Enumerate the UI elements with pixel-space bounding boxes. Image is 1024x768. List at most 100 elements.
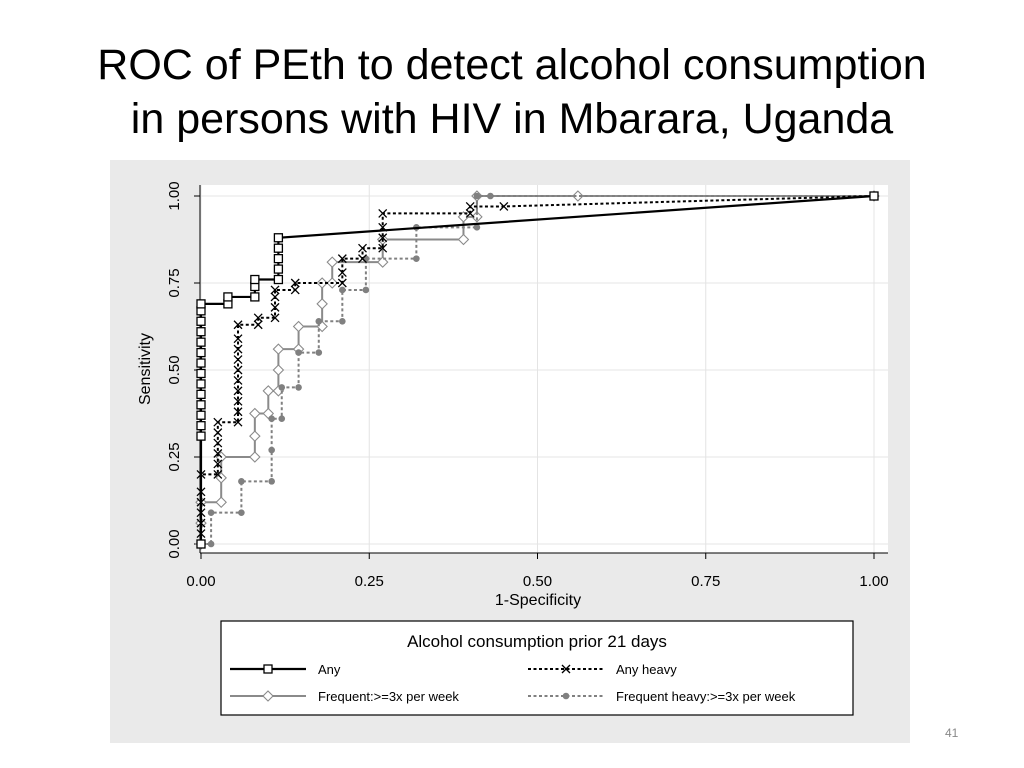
series-point-any-heavy-stroke [270, 313, 280, 323]
series-any [196, 191, 879, 549]
series-point-any-heavy-stroke [378, 233, 388, 243]
series-point-frequent-heavy [207, 540, 215, 548]
series-point-any-heavy [233, 355, 243, 365]
series-point-frequent-heavy [278, 384, 286, 391]
series-point-any-heavy [290, 278, 300, 288]
series-point-any-heavy [465, 201, 475, 211]
series-point-any [196, 316, 206, 326]
series-point-frequent-heavy [473, 192, 481, 200]
series-point-any-heavy [465, 208, 475, 218]
page-number: 41 [945, 726, 959, 740]
x-tick-group: 0.00 0.25 0.50 0.75 1.00 [186, 553, 889, 590]
series-point-any [273, 233, 284, 243]
series-point-frequent-heavy [362, 286, 370, 294]
series-point-any-heavy [337, 278, 347, 288]
legend-item-any: Any [230, 662, 341, 677]
legend-swatch-marker [562, 692, 570, 700]
series-point-any-heavy [233, 396, 243, 406]
legend-label: Any [318, 662, 341, 677]
series-point-any [196, 379, 206, 389]
series-point-any-heavy [270, 285, 280, 295]
series-point-frequent [249, 451, 261, 463]
series-point-any-heavy-stroke [499, 201, 509, 211]
y-tick-label: 0.25 [166, 442, 183, 471]
series-point-any-heavy [213, 428, 223, 438]
series-point-any [273, 274, 284, 285]
legend-swatch-marker-stroke [561, 664, 571, 674]
series-point-any-heavy-stroke [233, 334, 243, 344]
legend: Alcohol consumption prior 21 days Any Any… [220, 620, 854, 716]
series-point-any [250, 292, 260, 302]
y-tick-label: 0.00 [166, 529, 183, 558]
series-point-any-heavy-stroke [358, 254, 367, 264]
y-axis-title: Sensitivity [137, 333, 154, 405]
x-tick-label: 1.00 [859, 573, 888, 590]
series-point-any-heavy-stroke [378, 208, 388, 218]
series-point-any-heavy-stroke [233, 375, 243, 385]
series-point-any-heavy [499, 201, 509, 211]
series-point-frequent-heavy [362, 255, 370, 262]
series-point-any-heavy-stroke [337, 254, 347, 264]
series-point-any-heavy-stroke [270, 292, 280, 302]
slide-title: ROC of PEth to detect alcohol consumptio… [0, 38, 1024, 146]
series-point-any-heavy [233, 417, 243, 427]
series-point-any-heavy-stroke [253, 320, 263, 330]
series-point-any-heavy-stroke [213, 438, 223, 448]
legend-label: Frequent:>=3x per week [318, 689, 459, 704]
x-tick-label: 0.75 [691, 573, 720, 590]
series-point-frequent [215, 496, 227, 509]
legend-swatch-marker [262, 690, 274, 702]
series-point-frequent-heavy [295, 384, 302, 391]
series-point-any-heavy-stroke [233, 344, 243, 354]
series-point-any-heavy-stroke [337, 278, 347, 288]
roc-chart: 0.00 0.25 0.50 0.75 1.00 0.00 0.25 0.50 0.75 1.0… [137, 181, 889, 716]
series-point-any [273, 264, 284, 274]
series-point-frequent-heavy [268, 478, 275, 485]
series-point-frequent-heavy [473, 224, 481, 231]
series-point-any [196, 539, 206, 549]
series-point-frequent-heavy [238, 509, 245, 516]
x-tick-label: 0.00 [186, 573, 215, 590]
series-point-any [196, 358, 206, 368]
series-point-any-heavy-stroke [213, 417, 223, 427]
series-point-any-heavy [233, 344, 243, 354]
series-point-frequent [262, 385, 275, 397]
series-point-any [196, 337, 206, 347]
series-point-any-heavy [233, 375, 243, 385]
series-point-any-heavy-stroke [233, 396, 243, 406]
chart-panel: 0.00 0.25 0.50 0.75 1.00 0.00 0.25 0.50 0.75 1.0… [110, 160, 910, 743]
series-point-any-heavy-stroke [270, 302, 280, 312]
series-point-frequent-heavy [207, 509, 215, 516]
series-point-any-heavy-stroke [378, 243, 388, 253]
series-point-any-heavy-stroke [270, 285, 280, 295]
series-point-any [196, 431, 206, 441]
series-point-frequent-heavy [278, 415, 286, 423]
series-line-any-heavy [200, 195, 875, 544]
series-point-any-heavy [213, 417, 223, 427]
series-point-any [196, 410, 206, 420]
series-point-any-heavy-stroke [233, 407, 243, 417]
series-point-frequent [457, 233, 470, 246]
y-tick-group: 0.00 0.25 0.50 0.75 1.00 [166, 181, 200, 559]
series-point-any-heavy [233, 320, 243, 330]
series-point-any [869, 191, 879, 201]
series-point-any-heavy [213, 469, 223, 479]
series-point-any [223, 292, 233, 302]
series-point-any [273, 253, 284, 264]
series-point-any-heavy [337, 268, 347, 278]
series-point-any-heavy-stroke [465, 208, 475, 218]
series-point-frequent-heavy [315, 317, 323, 325]
legend-items: Any Any heavy Frequent:>=3x per week Freque… [230, 662, 796, 704]
series-point-any-heavy-stroke [233, 355, 243, 365]
series-point-any-heavy-stroke [233, 417, 243, 427]
series-point-any-heavy [378, 233, 388, 243]
y-tick-label: 1.00 [166, 181, 183, 210]
series-point-any-heavy-stroke [233, 320, 243, 330]
series-point-any-heavy [270, 292, 280, 302]
series-point-any-heavy-stroke [213, 459, 223, 469]
legend-title: Alcohol consumption prior 21 days [407, 632, 667, 651]
series-point-frequent [249, 430, 261, 442]
series-point-any [196, 421, 206, 431]
series-point-frequent-heavy [268, 446, 275, 454]
series-point-any-heavy-stroke [213, 428, 223, 438]
